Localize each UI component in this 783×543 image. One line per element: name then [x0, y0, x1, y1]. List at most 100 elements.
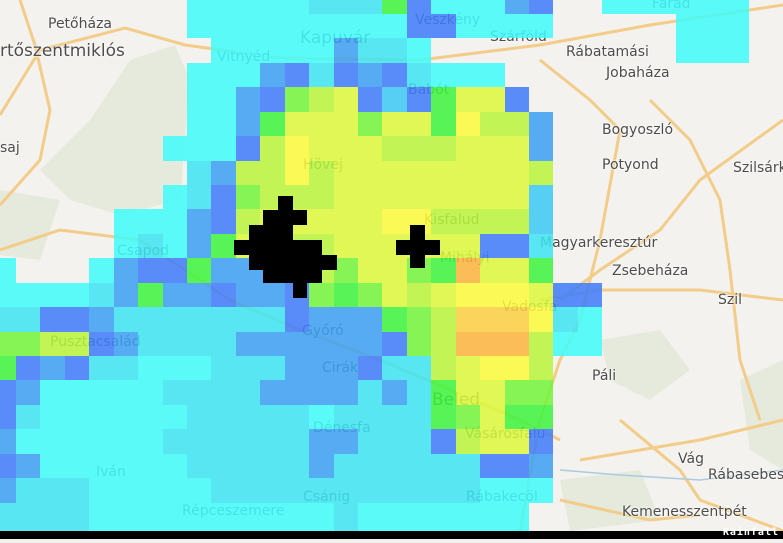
- rainfall-cell: [187, 356, 211, 380]
- rainfall-cell: [163, 136, 187, 161]
- rainfall-cell: [505, 454, 529, 478]
- rainfall-cell: [89, 527, 114, 531]
- rainfall-cell: [285, 136, 309, 161]
- rainfall-cell: [0, 527, 16, 531]
- place-label: Kemenesszentpét: [622, 504, 747, 520]
- rainfall-cell: [211, 527, 236, 531]
- rainfall-cell: [480, 527, 505, 531]
- rainfall-cell: [553, 307, 578, 332]
- rainfall-cell: [89, 307, 114, 332]
- rainfall-cell: [529, 112, 553, 136]
- rainfall-cell: [309, 332, 334, 356]
- rainfall-cell: [358, 429, 382, 454]
- rainfall-cell: [187, 454, 211, 478]
- rainfall-cell: [407, 527, 431, 531]
- rainfall-cell: [358, 136, 382, 161]
- rainfall-cell: [505, 234, 529, 258]
- rainfall-cell: [138, 332, 163, 356]
- rainfall-cell: [114, 503, 138, 527]
- rainfall-cell: [676, 0, 700, 14]
- rainfall-cell: [407, 0, 431, 14]
- rainfall-cell: [40, 527, 65, 531]
- rainfall-cell: [260, 380, 285, 405]
- place-label: rtőszentmiklós: [0, 41, 125, 61]
- rainfall-cell: [480, 0, 505, 14]
- rainfall-cell: [431, 356, 456, 380]
- rainfall-cell: [211, 503, 236, 527]
- rainfall-cell: [65, 356, 89, 380]
- rainfall-cell: [309, 161, 334, 185]
- rainfall-cell: [309, 112, 334, 136]
- rainfall-cell: [211, 234, 236, 258]
- rainfall-cell: [431, 478, 456, 503]
- rainfall-cell: [187, 63, 211, 87]
- rainfall-cell: [40, 429, 65, 454]
- rainfall-cell: [114, 307, 138, 332]
- rainfall-cell: [505, 527, 529, 531]
- rainfall-cell: [480, 405, 505, 429]
- rainfall-cell: [529, 454, 553, 478]
- rainfall-cell: [480, 454, 505, 478]
- rainfall-cell: [309, 14, 334, 38]
- rainfall-cell: [40, 503, 65, 527]
- rainfall-cell: [187, 332, 211, 356]
- rainfall-cell: [431, 429, 456, 454]
- rainfall-cell: [0, 332, 16, 356]
- clutter-blob-small: [396, 225, 440, 268]
- rainfall-cell: [187, 14, 211, 38]
- rainfall-cell: [676, 38, 700, 63]
- rainfall-cell: [382, 478, 407, 503]
- rainfall-cell: [480, 380, 505, 405]
- rainfall-cell: [40, 307, 65, 332]
- rainfall-cell: [260, 307, 285, 332]
- rainfall-cell: [358, 38, 382, 63]
- rainfall-cell: [456, 0, 480, 14]
- rainfall-cell: [40, 332, 65, 356]
- rainfall-cell: [163, 380, 187, 405]
- rainfall-cell: [65, 429, 89, 454]
- rainfall-cell: [65, 454, 89, 478]
- rainfall-cell: [407, 478, 431, 503]
- rainfall-cell: [138, 503, 163, 527]
- rainfall-cell: [309, 503, 334, 527]
- rainfall-cell: [334, 527, 358, 531]
- rainfall-cell: [211, 209, 236, 234]
- rainfall-cell: [358, 307, 382, 332]
- rainfall-cell: [456, 454, 480, 478]
- rainfall-cell: [65, 283, 89, 307]
- rainfall-cell: [260, 454, 285, 478]
- rainfall-cell: [456, 307, 480, 332]
- rainfall-cell: [358, 283, 382, 307]
- rainfall-cell: [163, 258, 187, 283]
- rainfall-cell: [285, 332, 309, 356]
- rainfall-cell: [456, 429, 480, 454]
- rainfall-cell: [529, 185, 553, 209]
- rainfall-cell: [700, 14, 725, 38]
- rainfall-cell: [187, 405, 211, 429]
- rainfall-cell: [309, 38, 334, 63]
- rainfall-cell: [236, 527, 260, 531]
- rainfall-cell: [187, 0, 211, 14]
- rainfall-cell: [138, 380, 163, 405]
- rainfall-cell: [334, 258, 358, 283]
- rainfall-cell: [89, 478, 114, 503]
- rainfall-cell: [236, 161, 260, 185]
- rainfall-cell: [627, 0, 651, 14]
- rainfall-cell: [480, 503, 505, 527]
- place-label: Bogyoszló: [602, 122, 674, 138]
- rainfall-cell: [89, 283, 114, 307]
- rainfall-cell: [309, 87, 334, 112]
- place-label: Zsebeháza: [612, 263, 689, 279]
- rainfall-cell: [358, 14, 382, 38]
- rainfall-cell: [382, 136, 407, 161]
- rainfall-cell: [89, 454, 114, 478]
- rainfall-cell: [529, 332, 553, 356]
- rainfall-cell: [382, 0, 407, 14]
- rainfall-cell: [505, 209, 529, 234]
- rainfall-cell: [163, 503, 187, 527]
- rainfall-cell: [529, 307, 553, 332]
- rainfall-cell: [456, 478, 480, 503]
- rainfall-cell: [163, 185, 187, 209]
- rainfall-cell: [529, 209, 553, 234]
- layer-caption-bar: Rainfall: [0, 527, 783, 539]
